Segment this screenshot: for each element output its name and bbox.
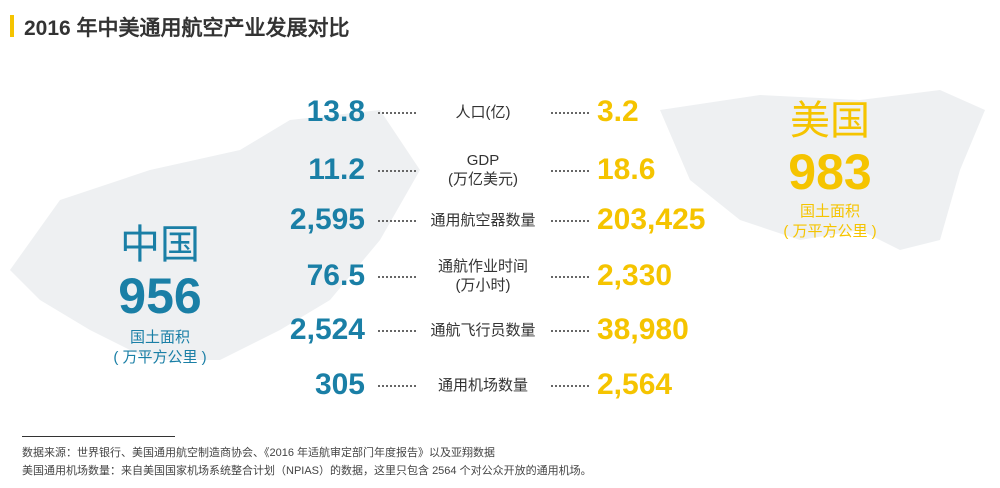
row-label: GDP (万亿美元): [413, 151, 553, 189]
china-value: 76.5: [306, 259, 365, 292]
dots: [551, 220, 589, 222]
dots: [551, 276, 589, 278]
area-label: 国土面积: [129, 329, 190, 346]
row-label: 通航作业时间 (万小时): [413, 257, 553, 295]
dots: [551, 170, 589, 172]
usa-value: 3.2: [597, 95, 639, 128]
row-label-line: 通用机场数量: [437, 376, 528, 394]
row-label-line: 通用航空器数量: [430, 211, 536, 229]
dots: [551, 330, 589, 332]
china-map: [10, 110, 420, 360]
usa-map: [660, 90, 985, 250]
row-label-line: 通航作业时间: [437, 258, 528, 275]
country-name: 中国: [120, 223, 200, 267]
china-value: 305: [314, 368, 365, 401]
china-block: 中国 956 国土面积 ( 万平方公里 ): [60, 212, 260, 368]
china-value: 13.8: [306, 95, 365, 128]
area-value: 956: [118, 268, 202, 324]
row-label-line: 人口(亿): [455, 103, 511, 121]
area-value: 983: [788, 144, 872, 200]
china-value: 2,595: [289, 203, 365, 236]
country-name: 美国: [790, 99, 870, 143]
row-label-line: 通航飞行员数量: [430, 321, 536, 339]
dots: [551, 385, 589, 387]
area-unit: ( 万平方公里 ): [113, 349, 207, 366]
usa-value: 2,564: [597, 368, 673, 401]
china-value: 11.2: [308, 153, 365, 186]
footnote: 数据来源：世界银行、美国通用航空制造商协会、《2016 年适航审定部门年度报告》…: [22, 447, 496, 459]
dots: [551, 112, 589, 114]
dots: [378, 385, 416, 387]
row-label: 通用航空器数量: [413, 211, 553, 230]
usa-block: 美国 983 国土面积 ( 万平方公里 ): [730, 88, 930, 242]
row-label: 人口(亿): [413, 103, 553, 122]
footnote-rule: [22, 436, 175, 437]
title: 2016 年中美通用航空产业发展对比: [24, 17, 350, 40]
dots: [378, 170, 416, 172]
area-label: 国土面积: [799, 203, 860, 220]
title-accent: [10, 15, 14, 37]
row-label-line: GDP: [466, 152, 500, 169]
footnote: 美国通用机场数量：来自美国国家机场系统整合计划（NPIAS）的数据，这里只包含 …: [22, 465, 592, 477]
usa-value: 38,980: [597, 313, 689, 346]
row-label-line: (万亿美元): [448, 171, 518, 188]
row-label: 通用机场数量: [413, 376, 553, 395]
row-label-line: (万小时): [455, 277, 511, 294]
dots: [378, 220, 416, 222]
china-value: 2,524: [289, 313, 365, 346]
dots: [378, 276, 416, 278]
dots: [378, 112, 416, 114]
dots: [378, 330, 416, 332]
usa-value: 18.6: [597, 153, 656, 186]
row-label: 通航飞行员数量: [413, 321, 553, 340]
usa-value: 2,330: [597, 259, 673, 292]
area-unit: ( 万平方公里 ): [783, 223, 877, 240]
usa-value: 203,425: [597, 203, 706, 236]
